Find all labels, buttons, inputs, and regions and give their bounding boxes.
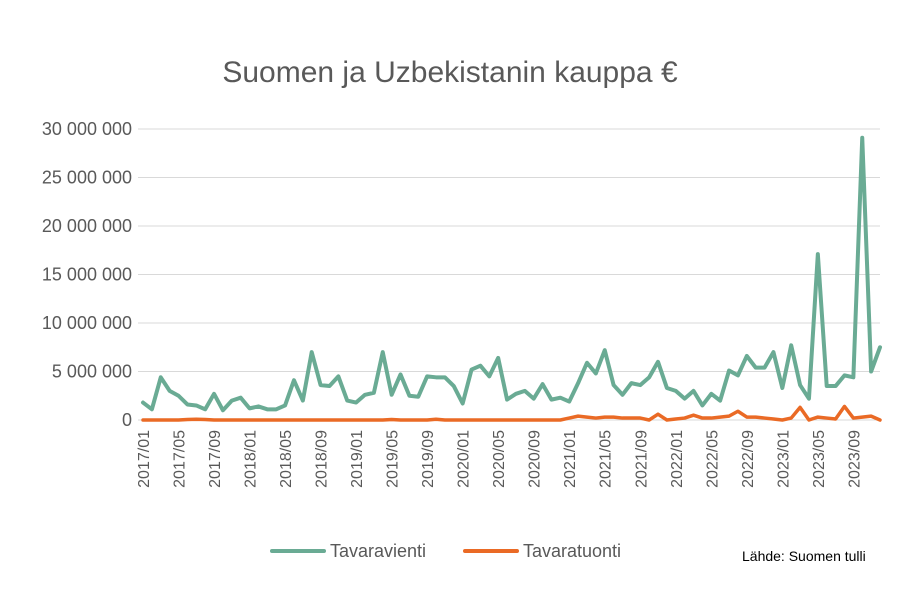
- x-tick-label: 2017/05: [172, 430, 189, 488]
- x-tick-label: 2020/05: [491, 430, 508, 488]
- series-line-tavaratuonti: [141, 404, 882, 422]
- x-tick-label: 2020/01: [456, 430, 473, 488]
- x-tick-label: 2023/05: [811, 430, 828, 488]
- y-tick-label: 30 000 000: [42, 119, 132, 139]
- x-tick-label: 2017/01: [136, 430, 153, 488]
- x-tick-label: 2019/09: [420, 430, 437, 488]
- legend-label-tavaratuonti: Tavaratuonti: [523, 541, 621, 561]
- source-note: Lähde: Suomen tulli: [742, 548, 866, 564]
- x-tick-label: 2022/01: [669, 430, 686, 488]
- y-tick-label: 5 000 000: [52, 362, 132, 382]
- x-tick-label: 2018/01: [243, 430, 260, 488]
- x-tick-label: 2017/09: [207, 430, 224, 488]
- x-tick-label: 2018/05: [278, 430, 295, 488]
- x-axis-tick-labels: 2017/01 2017/05 2017/09 2018/01 2018/05 2018/…: [136, 430, 863, 488]
- x-tick-label: 2023/01: [775, 430, 792, 488]
- x-tick-label: 2020/09: [527, 430, 544, 488]
- legend-label-tavaravienti: Tavaravienti: [330, 541, 426, 561]
- x-tick-label: 2018/09: [314, 430, 331, 488]
- y-tick-label: 0: [122, 410, 132, 430]
- x-tick-label: 2021/01: [562, 430, 579, 488]
- y-tick-label: 25 000 000: [42, 168, 132, 188]
- x-tick-label: 2022/05: [704, 430, 721, 488]
- x-tick-label: 2019/05: [385, 430, 402, 488]
- x-tick-label: 2019/01: [349, 430, 366, 488]
- series-lines: [141, 135, 882, 422]
- chart-title: Suomen ja Uzbekistanin kauppa €: [222, 56, 678, 89]
- x-tick-label: 2023/09: [846, 430, 863, 488]
- y-tick-label: 20 000 000: [42, 216, 132, 236]
- series-line-tavaravienti: [141, 135, 882, 413]
- x-tick-label: 2021/09: [633, 430, 650, 488]
- y-tick-label: 15 000 000: [42, 265, 132, 285]
- y-axis-tick-labels: 0 5 000 000 10 000 000 15 000 000 20 000 000…: [42, 119, 132, 430]
- x-tick-label: 2022/09: [740, 430, 757, 488]
- x-tick-label: 2021/05: [598, 430, 615, 488]
- y-tick-label: 10 000 000: [42, 313, 132, 333]
- gridlines: [138, 128, 880, 421]
- legend: Tavaravienti Tavaratuonti: [270, 541, 621, 561]
